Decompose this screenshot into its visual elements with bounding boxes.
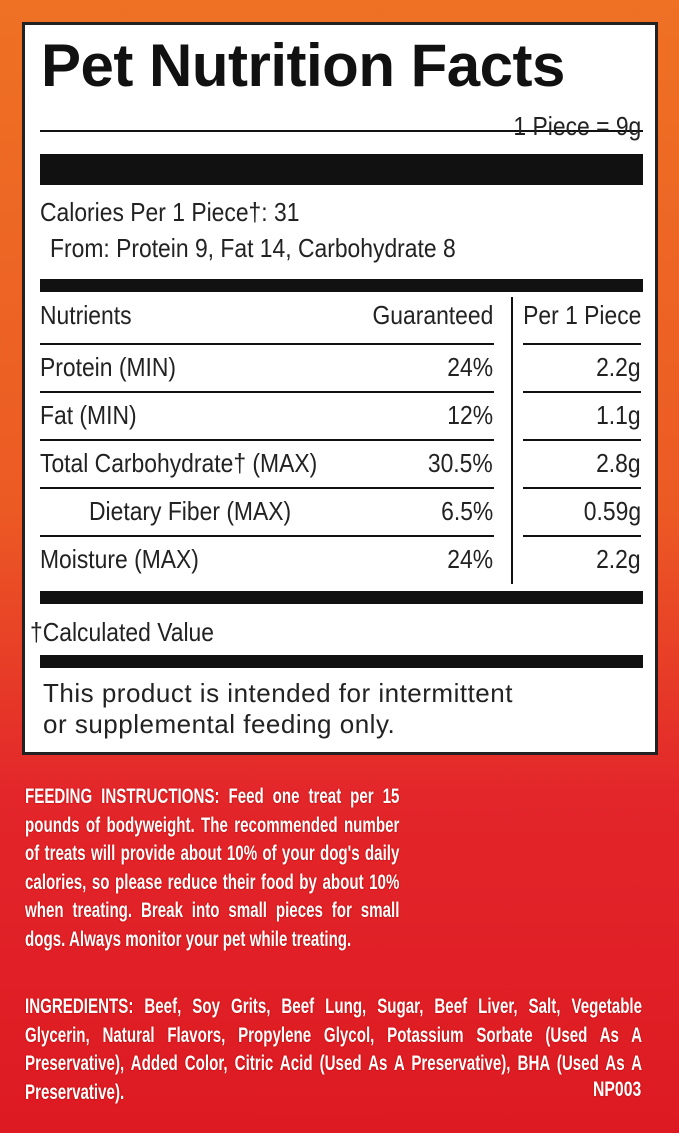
nutrient-guaranteed: 12% bbox=[447, 400, 493, 430]
nutrient-per-piece: 0.59g bbox=[583, 496, 641, 526]
column-divider bbox=[511, 297, 513, 584]
feeding-statement-line1: This product is intended for intermitten… bbox=[43, 678, 513, 708]
feeding-instructions: FEEDING INSTRUCTIONS: Feed one treat per… bbox=[25, 783, 399, 954]
feeding-text: Feed one treat per 15 pounds of bodyweig… bbox=[25, 785, 400, 951]
calories-from: From: Protein 9, Fat 14, Carbohydrate 8 bbox=[50, 233, 456, 263]
serving-size: 1 Piece = 9g bbox=[513, 111, 641, 141]
ingredients-text: Beef, Soy Grits, Beef Lung, Sugar, Beef … bbox=[25, 995, 643, 1104]
ingredients-label: INGREDIENTS: bbox=[25, 995, 134, 1018]
divider-thick bbox=[40, 154, 643, 185]
row-divider bbox=[40, 391, 494, 393]
nutrient-guaranteed: 24% bbox=[447, 544, 493, 574]
row-divider bbox=[523, 343, 641, 345]
header-per-piece: Per 1 Piece bbox=[522, 300, 641, 330]
nutrient-guaranteed: 30.5% bbox=[428, 448, 493, 478]
divider-thick bbox=[40, 279, 643, 292]
panel-title: Pet Nutrition Facts bbox=[41, 32, 565, 99]
feeding-label: FEEDING INSTRUCTIONS: bbox=[25, 785, 220, 808]
footnote: †Calculated Value bbox=[30, 617, 215, 647]
row-divider bbox=[40, 487, 494, 489]
row-divider bbox=[40, 535, 494, 537]
calories: Calories Per 1 Piece†: 31 bbox=[40, 197, 300, 227]
row-divider bbox=[40, 343, 494, 345]
nutrient-name: Fat (MIN) bbox=[40, 400, 137, 430]
nutrient-per-piece: 2.2g bbox=[596, 544, 641, 574]
feeding-statement-line2: or supplemental feeding only. bbox=[43, 709, 396, 739]
row-divider bbox=[523, 535, 641, 537]
nutrient-name: Protein (MIN) bbox=[40, 352, 177, 382]
nutrition-facts-panel: Pet Nutrition Facts 1 Piece = 9g Calorie… bbox=[22, 22, 658, 755]
divider-thick bbox=[40, 655, 643, 668]
nutrient-name: Moisture (MAX) bbox=[40, 544, 199, 574]
nutrient-guaranteed: 24% bbox=[447, 352, 493, 382]
header-nutrients: Nutrients bbox=[40, 300, 132, 330]
divider-thick bbox=[40, 591, 643, 604]
nutrient-name: Total Carbohydrate† (MAX) bbox=[40, 448, 318, 478]
nutrient-per-piece: 1.1g bbox=[596, 400, 641, 430]
row-divider bbox=[523, 487, 641, 489]
nutrient-per-piece: 2.2g bbox=[596, 352, 641, 382]
nutrient-per-piece: 2.8g bbox=[596, 448, 641, 478]
product-code: NP003 bbox=[592, 1078, 641, 1101]
row-divider bbox=[523, 439, 641, 441]
row-divider bbox=[40, 439, 494, 441]
header-guaranteed: Guaranteed bbox=[372, 300, 493, 330]
ingredients: INGREDIENTS: Beef, Soy Grits, Beef Lung,… bbox=[25, 993, 642, 1107]
nutrient-guaranteed: 6.5% bbox=[440, 496, 493, 526]
row-divider bbox=[523, 391, 641, 393]
divider bbox=[40, 130, 643, 132]
nutrient-name: Dietary Fiber (MAX) bbox=[89, 496, 292, 526]
